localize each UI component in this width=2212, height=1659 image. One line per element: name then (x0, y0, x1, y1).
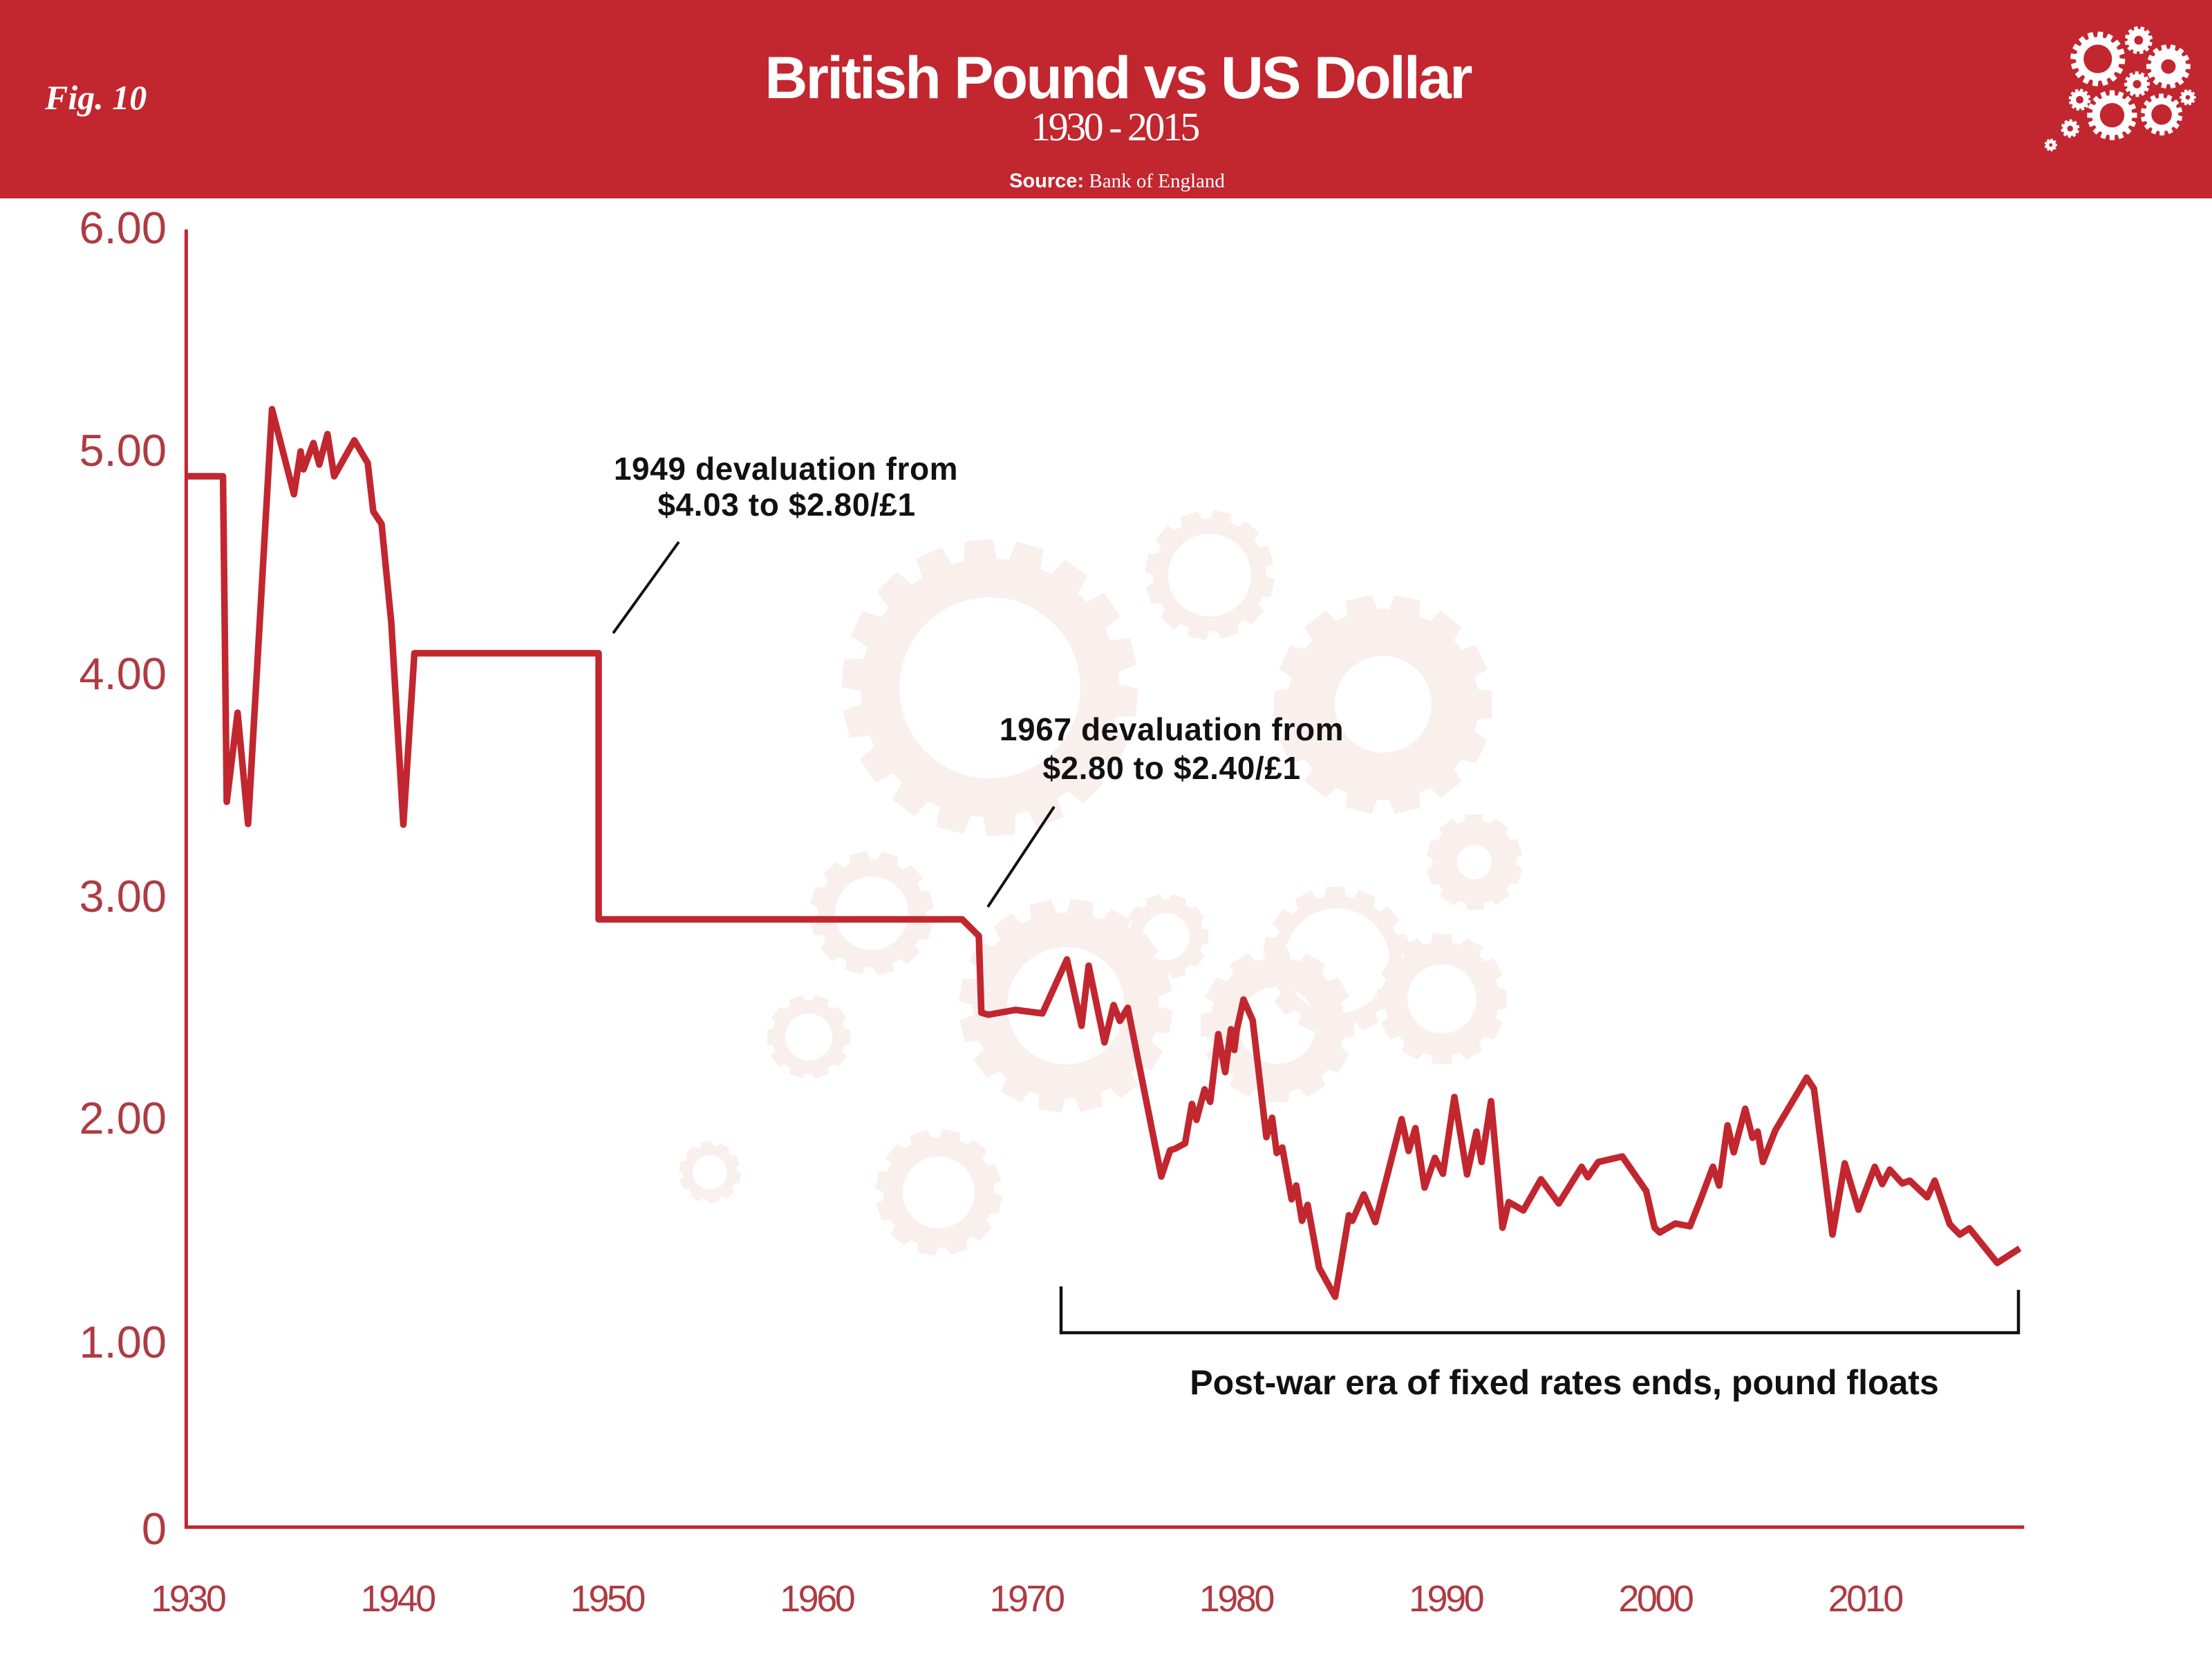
svg-text:$2.80 to $2.40/£1: $2.80 to $2.40/£1 (1042, 750, 1300, 786)
svg-text:1949 devaluation from: 1949 devaluation from (614, 451, 958, 487)
svg-text:2000: 2000 (1618, 1578, 1693, 1620)
svg-text:2.00: 2.00 (79, 1093, 167, 1143)
svg-text:3.00: 3.00 (79, 871, 167, 921)
svg-text:1940: 1940 (361, 1578, 435, 1620)
svg-text:Fig. 10: Fig. 10 (44, 78, 147, 117)
svg-text:1930: 1930 (151, 1578, 225, 1620)
svg-text:4.00: 4.00 (79, 648, 167, 699)
svg-text:1960: 1960 (780, 1578, 854, 1620)
svg-text:5.00: 5.00 (79, 425, 167, 476)
svg-text:0: 0 (142, 1503, 167, 1554)
svg-text:1967 devaluation from: 1967 devaluation from (1000, 711, 1344, 747)
svg-text:1.00: 1.00 (79, 1317, 167, 1367)
svg-text:1950: 1950 (570, 1578, 645, 1620)
svg-text:6.00: 6.00 (79, 203, 167, 253)
svg-text:$4.03 to $2.80/£1: $4.03 to $2.80/£1 (657, 487, 915, 523)
svg-text:1930 - 2015: 1930 - 2015 (1031, 104, 1199, 149)
svg-text:2010: 2010 (1828, 1578, 1903, 1620)
svg-text:1990: 1990 (1409, 1578, 1483, 1620)
svg-text:Post-war era of fixed rates en: Post-war era of fixed rates ends, pound … (1190, 1363, 1939, 1402)
svg-text:1970: 1970 (989, 1578, 1064, 1620)
svg-text:British Pound vs US Dollar: British Pound vs US Dollar (765, 45, 1472, 111)
svg-text:Source: Bank of England: Source: Bank of England (1009, 170, 1225, 192)
svg-text:1980: 1980 (1199, 1578, 1274, 1620)
